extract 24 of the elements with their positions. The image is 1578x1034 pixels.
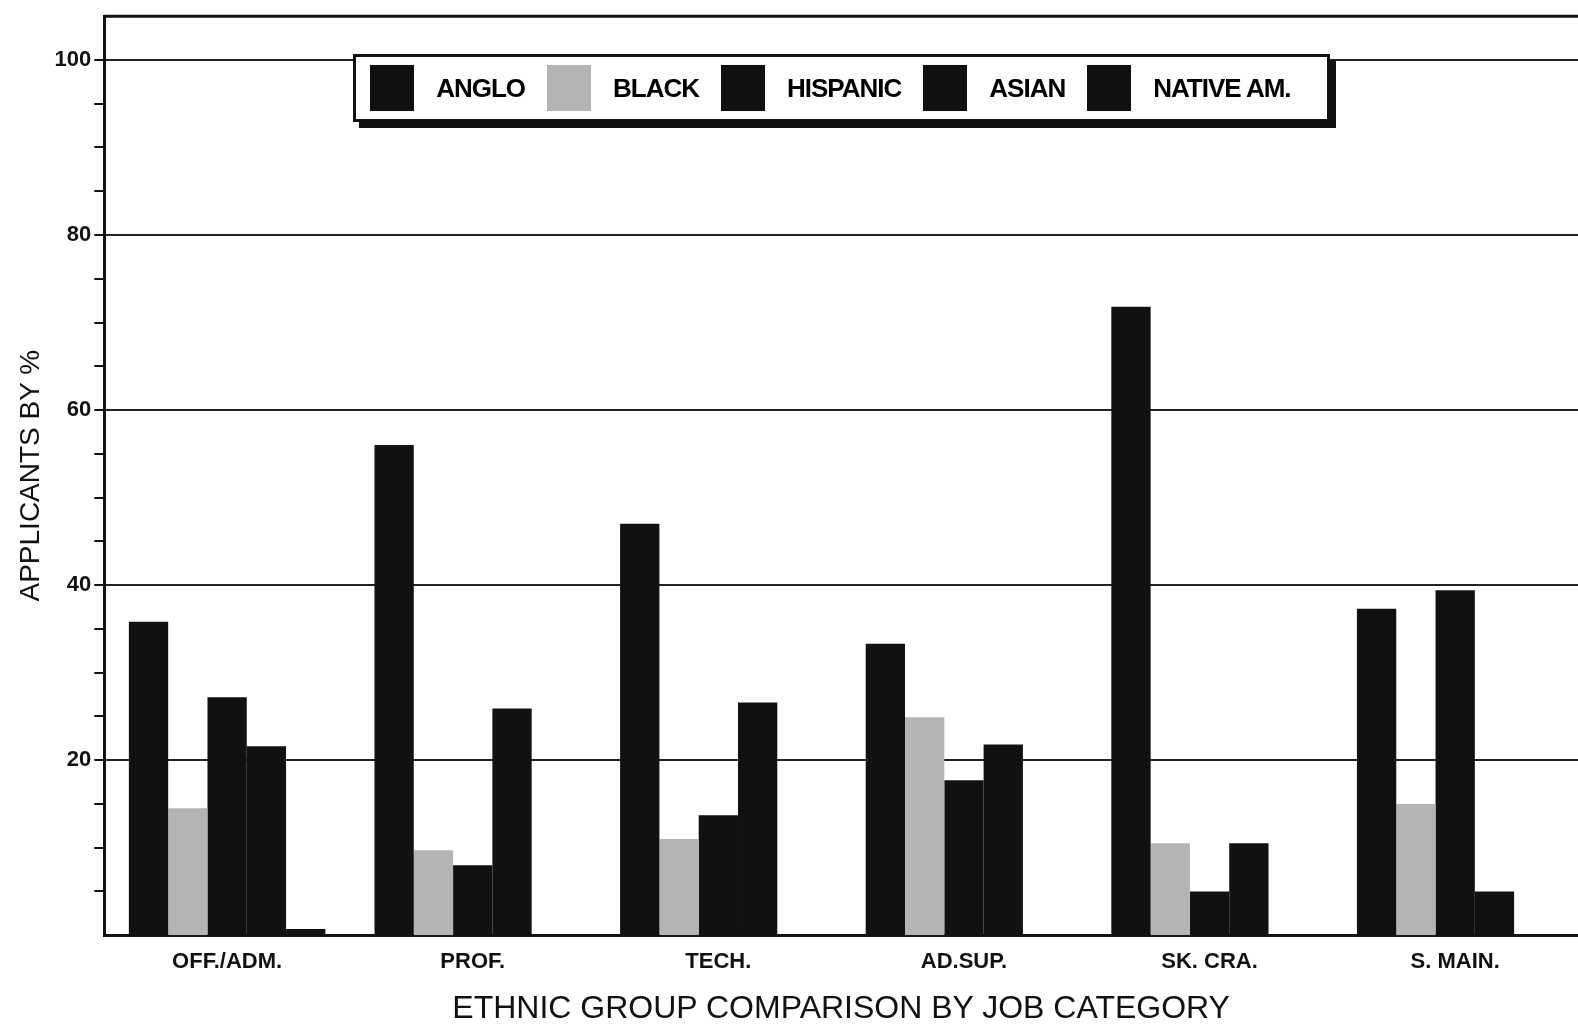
x-tick-label: AD.SUP.	[920, 948, 1008, 974]
legend-label: ANGLO	[436, 72, 526, 104]
x-tick-label: SK. CRA.	[1161, 948, 1258, 974]
legend-label: HISPANIC	[787, 72, 902, 104]
y-tick-label: 20	[66, 746, 92, 772]
y-tick-label: 80	[66, 221, 92, 247]
y-tick-label: 100	[54, 46, 92, 72]
legend-label: BLACK	[613, 72, 700, 104]
y-axis-title: APPLICANTS BY %	[13, 349, 45, 602]
bar	[1150, 843, 1190, 936]
x-tick-label: OFF./ADM.	[172, 948, 283, 974]
x-tick-label: S. MAIN.	[1410, 948, 1500, 974]
y-tick-label: 60	[66, 396, 92, 422]
y-tick-label: 40	[66, 571, 92, 597]
bar	[905, 717, 945, 936]
x-tick-label: TECH.	[685, 948, 752, 974]
bar	[168, 808, 208, 936]
bar	[413, 850, 454, 936]
x-axis-title: ETHNIC GROUP COMPARISON BY JOB CATEGORY	[452, 988, 1230, 1025]
x-tick-label: PROF.	[440, 948, 506, 974]
legend-label: ASIAN	[989, 72, 1066, 104]
legend-label: NATIVE AM.	[1153, 72, 1291, 104]
bar	[659, 838, 699, 936]
bar	[1396, 803, 1436, 936]
